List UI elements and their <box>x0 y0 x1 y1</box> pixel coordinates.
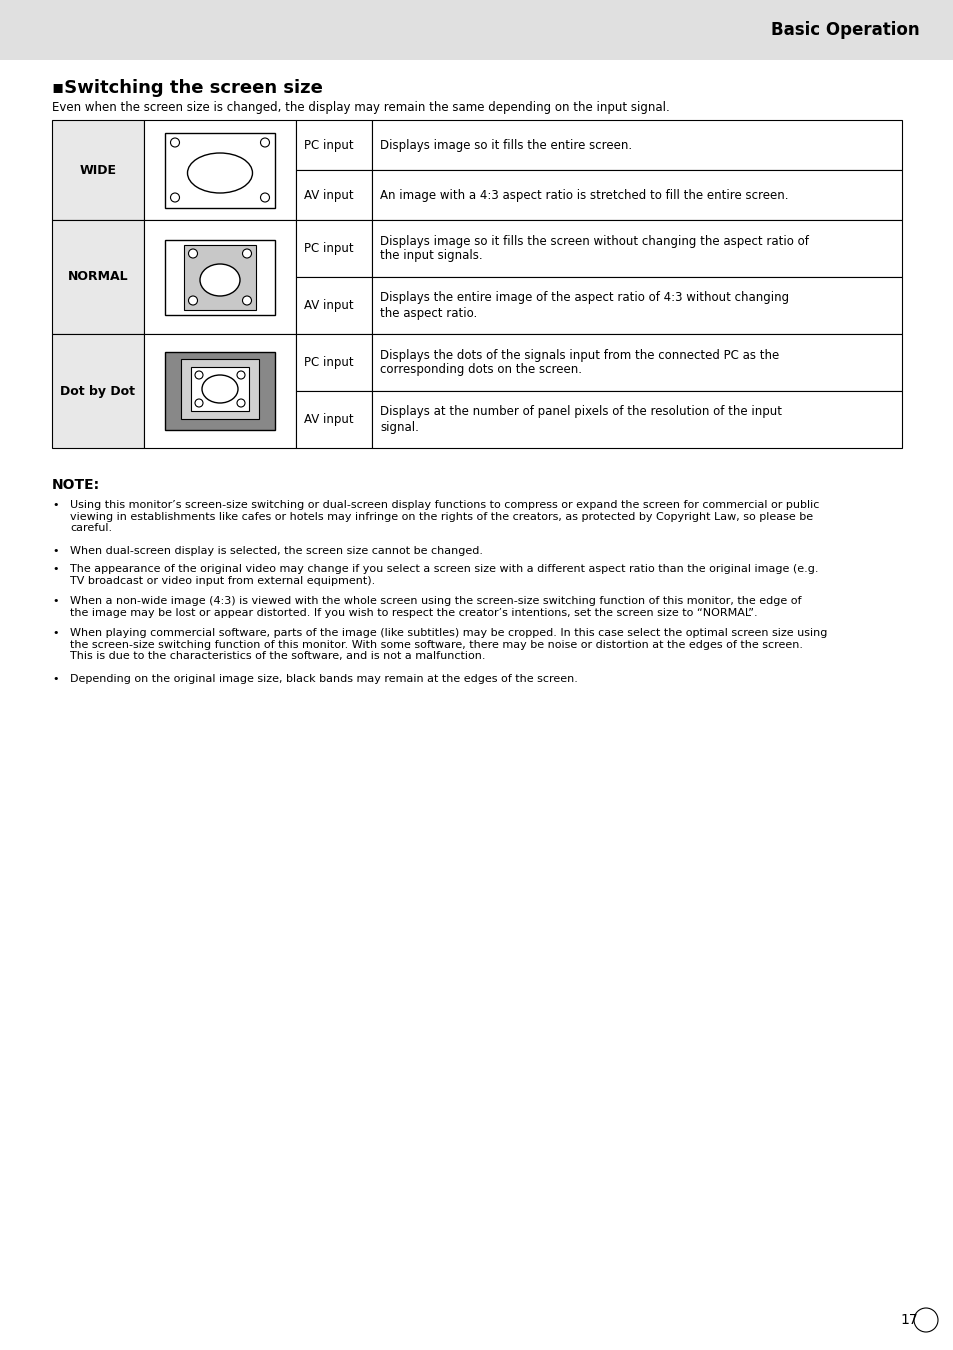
Text: •: • <box>52 628 58 639</box>
Bar <box>165 239 274 315</box>
Text: •: • <box>52 564 58 574</box>
Text: Displays the dots of the signals input from the connected PC as the
correspondin: Displays the dots of the signals input f… <box>379 348 779 377</box>
Circle shape <box>242 248 252 258</box>
Text: Displays image so it fills the screen without changing the aspect ratio of
the i: Displays image so it fills the screen wi… <box>379 235 808 262</box>
Bar <box>165 352 274 431</box>
Text: NOTE:: NOTE: <box>52 478 100 491</box>
Bar <box>181 359 258 418</box>
Bar <box>52 220 144 333</box>
Text: NORMAL: NORMAL <box>68 270 128 284</box>
Bar <box>295 220 372 277</box>
Bar <box>372 277 901 333</box>
Circle shape <box>189 248 197 258</box>
Text: When playing commercial software, parts of the image (like subtitles) may be cro: When playing commercial software, parts … <box>70 628 826 662</box>
Bar <box>52 333 144 448</box>
Bar <box>144 120 295 220</box>
Text: •: • <box>52 500 58 510</box>
Text: Displays the entire image of the aspect ratio of 4:3 without changing
the aspect: Displays the entire image of the aspect … <box>379 292 788 320</box>
Circle shape <box>260 138 269 147</box>
Text: •: • <box>52 674 58 684</box>
Circle shape <box>194 400 203 406</box>
Text: ▪Switching the screen size: ▪Switching the screen size <box>52 80 322 97</box>
Circle shape <box>194 371 203 379</box>
Bar <box>372 120 901 170</box>
Bar <box>372 333 901 391</box>
Circle shape <box>236 400 245 406</box>
Text: Displays at the number of panel pixels of the resolution of the input
signal.: Displays at the number of panel pixels o… <box>379 405 781 433</box>
Circle shape <box>242 296 252 305</box>
Circle shape <box>260 193 269 202</box>
Circle shape <box>189 296 197 305</box>
Text: AV input: AV input <box>304 189 354 201</box>
Ellipse shape <box>202 375 237 404</box>
Text: The appearance of the original video may change if you select a screen size with: The appearance of the original video may… <box>70 564 818 586</box>
Bar <box>295 277 372 333</box>
Bar <box>372 392 901 448</box>
Text: Even when the screen size is changed, the display may remain the same depending : Even when the screen size is changed, th… <box>52 101 669 115</box>
Circle shape <box>171 193 179 202</box>
Text: AV input: AV input <box>304 298 354 312</box>
Bar <box>165 132 274 208</box>
Bar <box>191 367 249 410</box>
Bar <box>295 170 372 220</box>
Text: When a non-wide image (4:3) is viewed with the whole screen using the screen-siz: When a non-wide image (4:3) is viewed wi… <box>70 595 801 617</box>
Bar <box>52 120 144 220</box>
Bar <box>0 0 953 59</box>
Text: •: • <box>52 595 58 606</box>
Bar <box>372 170 901 220</box>
Ellipse shape <box>200 265 240 296</box>
Bar <box>295 333 372 391</box>
Text: Depending on the original image size, black bands may remain at the edges of the: Depending on the original image size, bl… <box>70 674 578 684</box>
Text: Displays image so it fills the entire screen.: Displays image so it fills the entire sc… <box>379 139 632 151</box>
Bar <box>144 333 295 448</box>
Bar <box>295 392 372 448</box>
Text: An image with a 4:3 aspect ratio is stretched to fill the entire screen.: An image with a 4:3 aspect ratio is stre… <box>379 189 788 201</box>
Ellipse shape <box>188 153 253 193</box>
Text: Basic Operation: Basic Operation <box>771 22 919 39</box>
Text: WIDE: WIDE <box>79 163 116 177</box>
Text: •: • <box>52 545 58 556</box>
Text: PC input: PC input <box>304 139 354 151</box>
Circle shape <box>171 138 179 147</box>
Text: Using this monitor’s screen-size switching or dual-screen display functions to c: Using this monitor’s screen-size switchi… <box>70 500 819 533</box>
Text: When dual-screen display is selected, the screen size cannot be changed.: When dual-screen display is selected, th… <box>70 545 482 556</box>
Text: 17: 17 <box>899 1314 917 1327</box>
Text: PC input: PC input <box>304 242 354 255</box>
Text: PC input: PC input <box>304 356 354 369</box>
Circle shape <box>236 371 245 379</box>
Text: AV input: AV input <box>304 413 354 427</box>
Bar <box>372 220 901 277</box>
Bar <box>184 244 255 309</box>
Bar <box>295 120 372 170</box>
Bar <box>144 220 295 333</box>
Text: Dot by Dot: Dot by Dot <box>60 385 135 397</box>
